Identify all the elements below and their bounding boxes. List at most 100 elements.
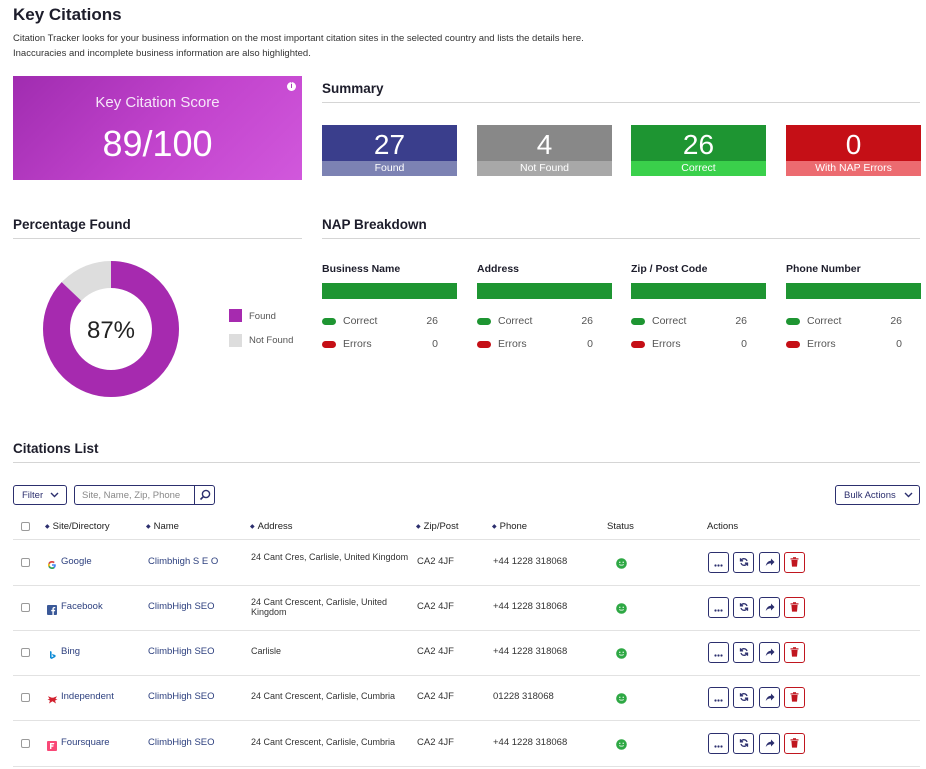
site-icon-wrap <box>47 647 57 665</box>
refresh-button[interactable] <box>733 642 754 663</box>
business-phone: +44 1228 318068 <box>493 601 568 612</box>
delete-button[interactable] <box>784 552 805 573</box>
business-name: ClimbHigh SEO <box>148 691 215 702</box>
more-button[interactable] <box>708 642 729 663</box>
share-button[interactable] <box>759 552 780 573</box>
trash-icon <box>790 647 799 657</box>
site-name[interactable]: Independent <box>61 691 114 702</box>
sort-icon: ◆ <box>250 524 255 530</box>
delete-button[interactable] <box>784 642 805 663</box>
column-header-name[interactable]: ◆ Name <box>146 521 179 532</box>
delete-button[interactable] <box>784 687 805 708</box>
site-icon-wrap <box>47 557 57 575</box>
site-name[interactable]: Bing <box>61 646 81 657</box>
share-button[interactable] <box>759 687 780 708</box>
delete-button[interactable] <box>784 733 805 754</box>
google-icon <box>48 561 56 569</box>
business-zip: CA2 4JF <box>417 556 454 567</box>
refresh-button[interactable] <box>733 733 754 754</box>
summary-correct-label: Correct <box>631 161 766 176</box>
site-name[interactable]: Foursquare <box>61 737 110 748</box>
nap-zip-errors-row: Errors 0 <box>631 338 766 351</box>
nap-breakdown-title: NAP Breakdown <box>322 217 427 232</box>
nap-business-name-heading: Business Name <box>322 263 401 275</box>
more-button[interactable] <box>708 597 729 618</box>
nap-business-name-errors-row: Errors 0 <box>322 338 457 351</box>
share-button[interactable] <box>759 597 780 618</box>
refresh-button[interactable] <box>733 687 754 708</box>
business-address: 24 Cant Crescent, Carlisle, Cumbria <box>251 691 396 701</box>
row-checkbox[interactable] <box>21 603 30 612</box>
summary-card-nap-errors: 0 With NAP Errors <box>786 125 921 176</box>
more-button[interactable] <box>708 687 729 708</box>
nap-address-correct-row: Correct 26 <box>477 315 612 328</box>
smiley-icon <box>616 739 627 750</box>
status-indicator <box>616 691 627 709</box>
nap-phone-correct-row: Correct 26 <box>786 315 921 328</box>
business-phone: +44 1228 318068 <box>493 737 568 748</box>
refresh-button[interactable] <box>733 552 754 573</box>
smiley-icon <box>616 603 627 614</box>
filter-button[interactable]: Filter <box>13 485 67 505</box>
refresh-button[interactable] <box>733 597 754 618</box>
column-header-address[interactable]: ◆ Address <box>250 521 293 532</box>
column-header-zip[interactable]: ◆ Zip/Post <box>416 521 459 532</box>
summary-found-value: 27 <box>373 129 406 160</box>
summary-divider <box>322 102 920 103</box>
correct-indicator <box>322 318 336 325</box>
delete-button[interactable] <box>784 597 805 618</box>
search-button[interactable] <box>194 485 215 505</box>
page-title: Key Citations <box>13 5 122 24</box>
row-divider <box>13 720 920 721</box>
share-icon <box>765 558 774 566</box>
search-input[interactable] <box>74 485 194 505</box>
smiley-icon <box>616 648 627 659</box>
search-icon <box>199 489 210 501</box>
percentage-donut-chart: 87% <box>43 261 179 397</box>
share-button[interactable] <box>759 642 780 663</box>
sort-icon: ◆ <box>146 524 151 530</box>
site-name[interactable]: Facebook <box>61 601 103 612</box>
legend-found-swatch <box>229 309 242 322</box>
row-checkbox[interactable] <box>21 648 30 657</box>
more-icon <box>714 609 723 612</box>
share-icon <box>765 648 774 656</box>
bulk-actions-button[interactable]: Bulk Actions <box>835 485 920 505</box>
nap-phone-bar <box>786 283 921 299</box>
row-checkbox[interactable] <box>21 693 30 702</box>
more-button[interactable] <box>708 733 729 754</box>
smiley-icon <box>616 558 627 569</box>
business-phone: 01228 318068 <box>493 691 554 702</box>
table-header-divider <box>13 539 920 540</box>
nap-divider <box>322 238 920 239</box>
row-checkbox[interactable] <box>21 739 30 748</box>
score-value: 89/100 <box>102 123 213 164</box>
summary-card-found: 27 Found <box>322 125 457 176</box>
legend-not-found-label: Not Found <box>249 335 294 346</box>
key-citation-score-card: Key Citation Score 89/100 i <box>13 76 302 180</box>
more-icon <box>714 564 723 567</box>
row-divider <box>13 630 920 631</box>
trash-icon <box>790 692 799 702</box>
score-label: Key Citation Score <box>95 94 220 111</box>
summary-not-found-value: 4 <box>536 129 553 160</box>
column-header-phone[interactable]: ◆ Phone <box>492 521 528 532</box>
more-button[interactable] <box>708 552 729 573</box>
business-phone: +44 1228 318068 <box>493 646 568 657</box>
nap-address-bar <box>477 283 612 299</box>
row-checkbox[interactable] <box>21 558 30 567</box>
share-button[interactable] <box>759 733 780 754</box>
page-description: Citation Tracker looks for your business… <box>13 33 584 59</box>
column-header-site[interactable]: ◆ Site/Directory <box>45 521 110 532</box>
select-all-checkbox[interactable] <box>21 522 30 531</box>
trash-icon <box>790 557 799 567</box>
site-name[interactable]: Google <box>61 556 92 567</box>
site-icon-wrap <box>47 738 57 756</box>
share-icon <box>765 603 774 611</box>
error-indicator <box>786 341 800 348</box>
percentage-divider <box>13 238 302 239</box>
nap-phone-errors-row: Errors 0 <box>786 338 921 351</box>
info-icon[interactable]: i <box>287 82 296 91</box>
nap-business-name-correct-row: Correct 26 <box>322 315 457 328</box>
error-indicator <box>322 341 336 348</box>
